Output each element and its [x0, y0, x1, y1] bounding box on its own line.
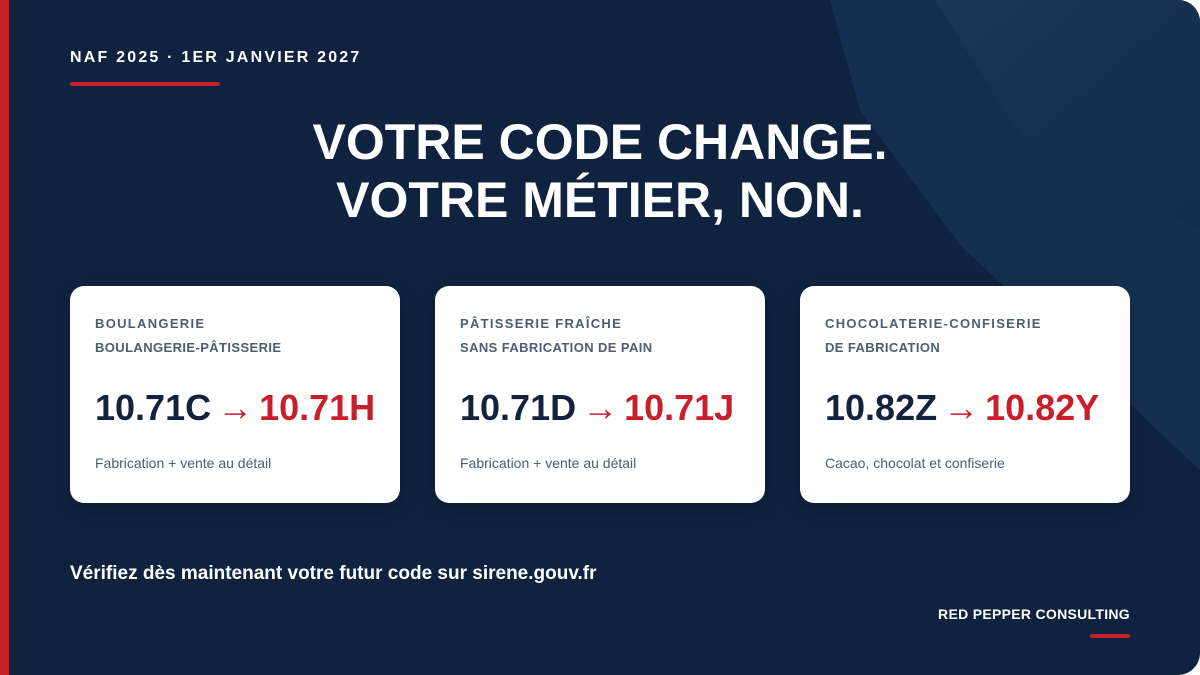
headline: VOTRE CODE CHANGE. VOTRE MÉTIER, NON. — [0, 113, 1200, 229]
new-code: 10.71H — [259, 387, 376, 428]
card-subtitle: SANS FABRICATION DE PAIN — [460, 340, 653, 355]
card-subtitle: BOULANGERIE-PÂTISSERIE — [95, 340, 282, 355]
headline-line-1: VOTRE CODE CHANGE. — [312, 114, 888, 170]
arrow-right-icon: → — [582, 387, 619, 428]
cta-text: Vérifiez dès maintenant votre futur code… — [70, 563, 597, 584]
card-description: Fabrication + vente au détail — [95, 455, 272, 471]
eyebrow-text: NAF 2025 · 1ER JANVIER 2027 — [70, 49, 362, 66]
arrow-right-icon: → — [217, 387, 254, 428]
new-code: 10.82Y — [985, 387, 1100, 428]
card-description: Cacao, chocolat et confiserie — [825, 455, 1005, 471]
brand-underline — [1090, 634, 1130, 638]
arrow-right-icon: → — [943, 387, 980, 428]
old-code: 10.82Z — [825, 387, 938, 428]
new-code: 10.71J — [624, 387, 735, 428]
card-title: CHOCOLATERIE-CONFISERIE — [825, 316, 1042, 331]
card-description: Fabrication + vente au détail — [460, 455, 637, 471]
code-change: 10.82Z → 10.82Y — [825, 386, 1099, 430]
old-code: 10.71C — [95, 387, 212, 428]
code-change: 10.71D → 10.71J — [460, 386, 734, 430]
card-boulangerie: BOULANGERIE BOULANGERIE-PÂTISSERIE 10.71… — [70, 286, 400, 503]
code-change: 10.71C → 10.71H — [95, 386, 375, 430]
old-code: 10.71D — [460, 387, 577, 428]
card-patisserie: PÂTISSERIE FRAÎCHE SANS FABRICATION DE P… — [435, 286, 765, 503]
eyebrow-underline — [70, 82, 220, 86]
brand-name: RED PEPPER CONSULTING — [938, 606, 1130, 622]
card-chocolaterie: CHOCOLATERIE-CONFISERIE DE FABRICATION 1… — [800, 286, 1130, 503]
card-title: BOULANGERIE — [95, 316, 206, 331]
card-subtitle: DE FABRICATION — [825, 340, 941, 355]
card-title: PÂTISSERIE FRAÎCHE — [460, 316, 623, 331]
headline-line-2: VOTRE MÉTIER, NON. — [336, 172, 864, 228]
accent-bar — [0, 0, 9, 675]
